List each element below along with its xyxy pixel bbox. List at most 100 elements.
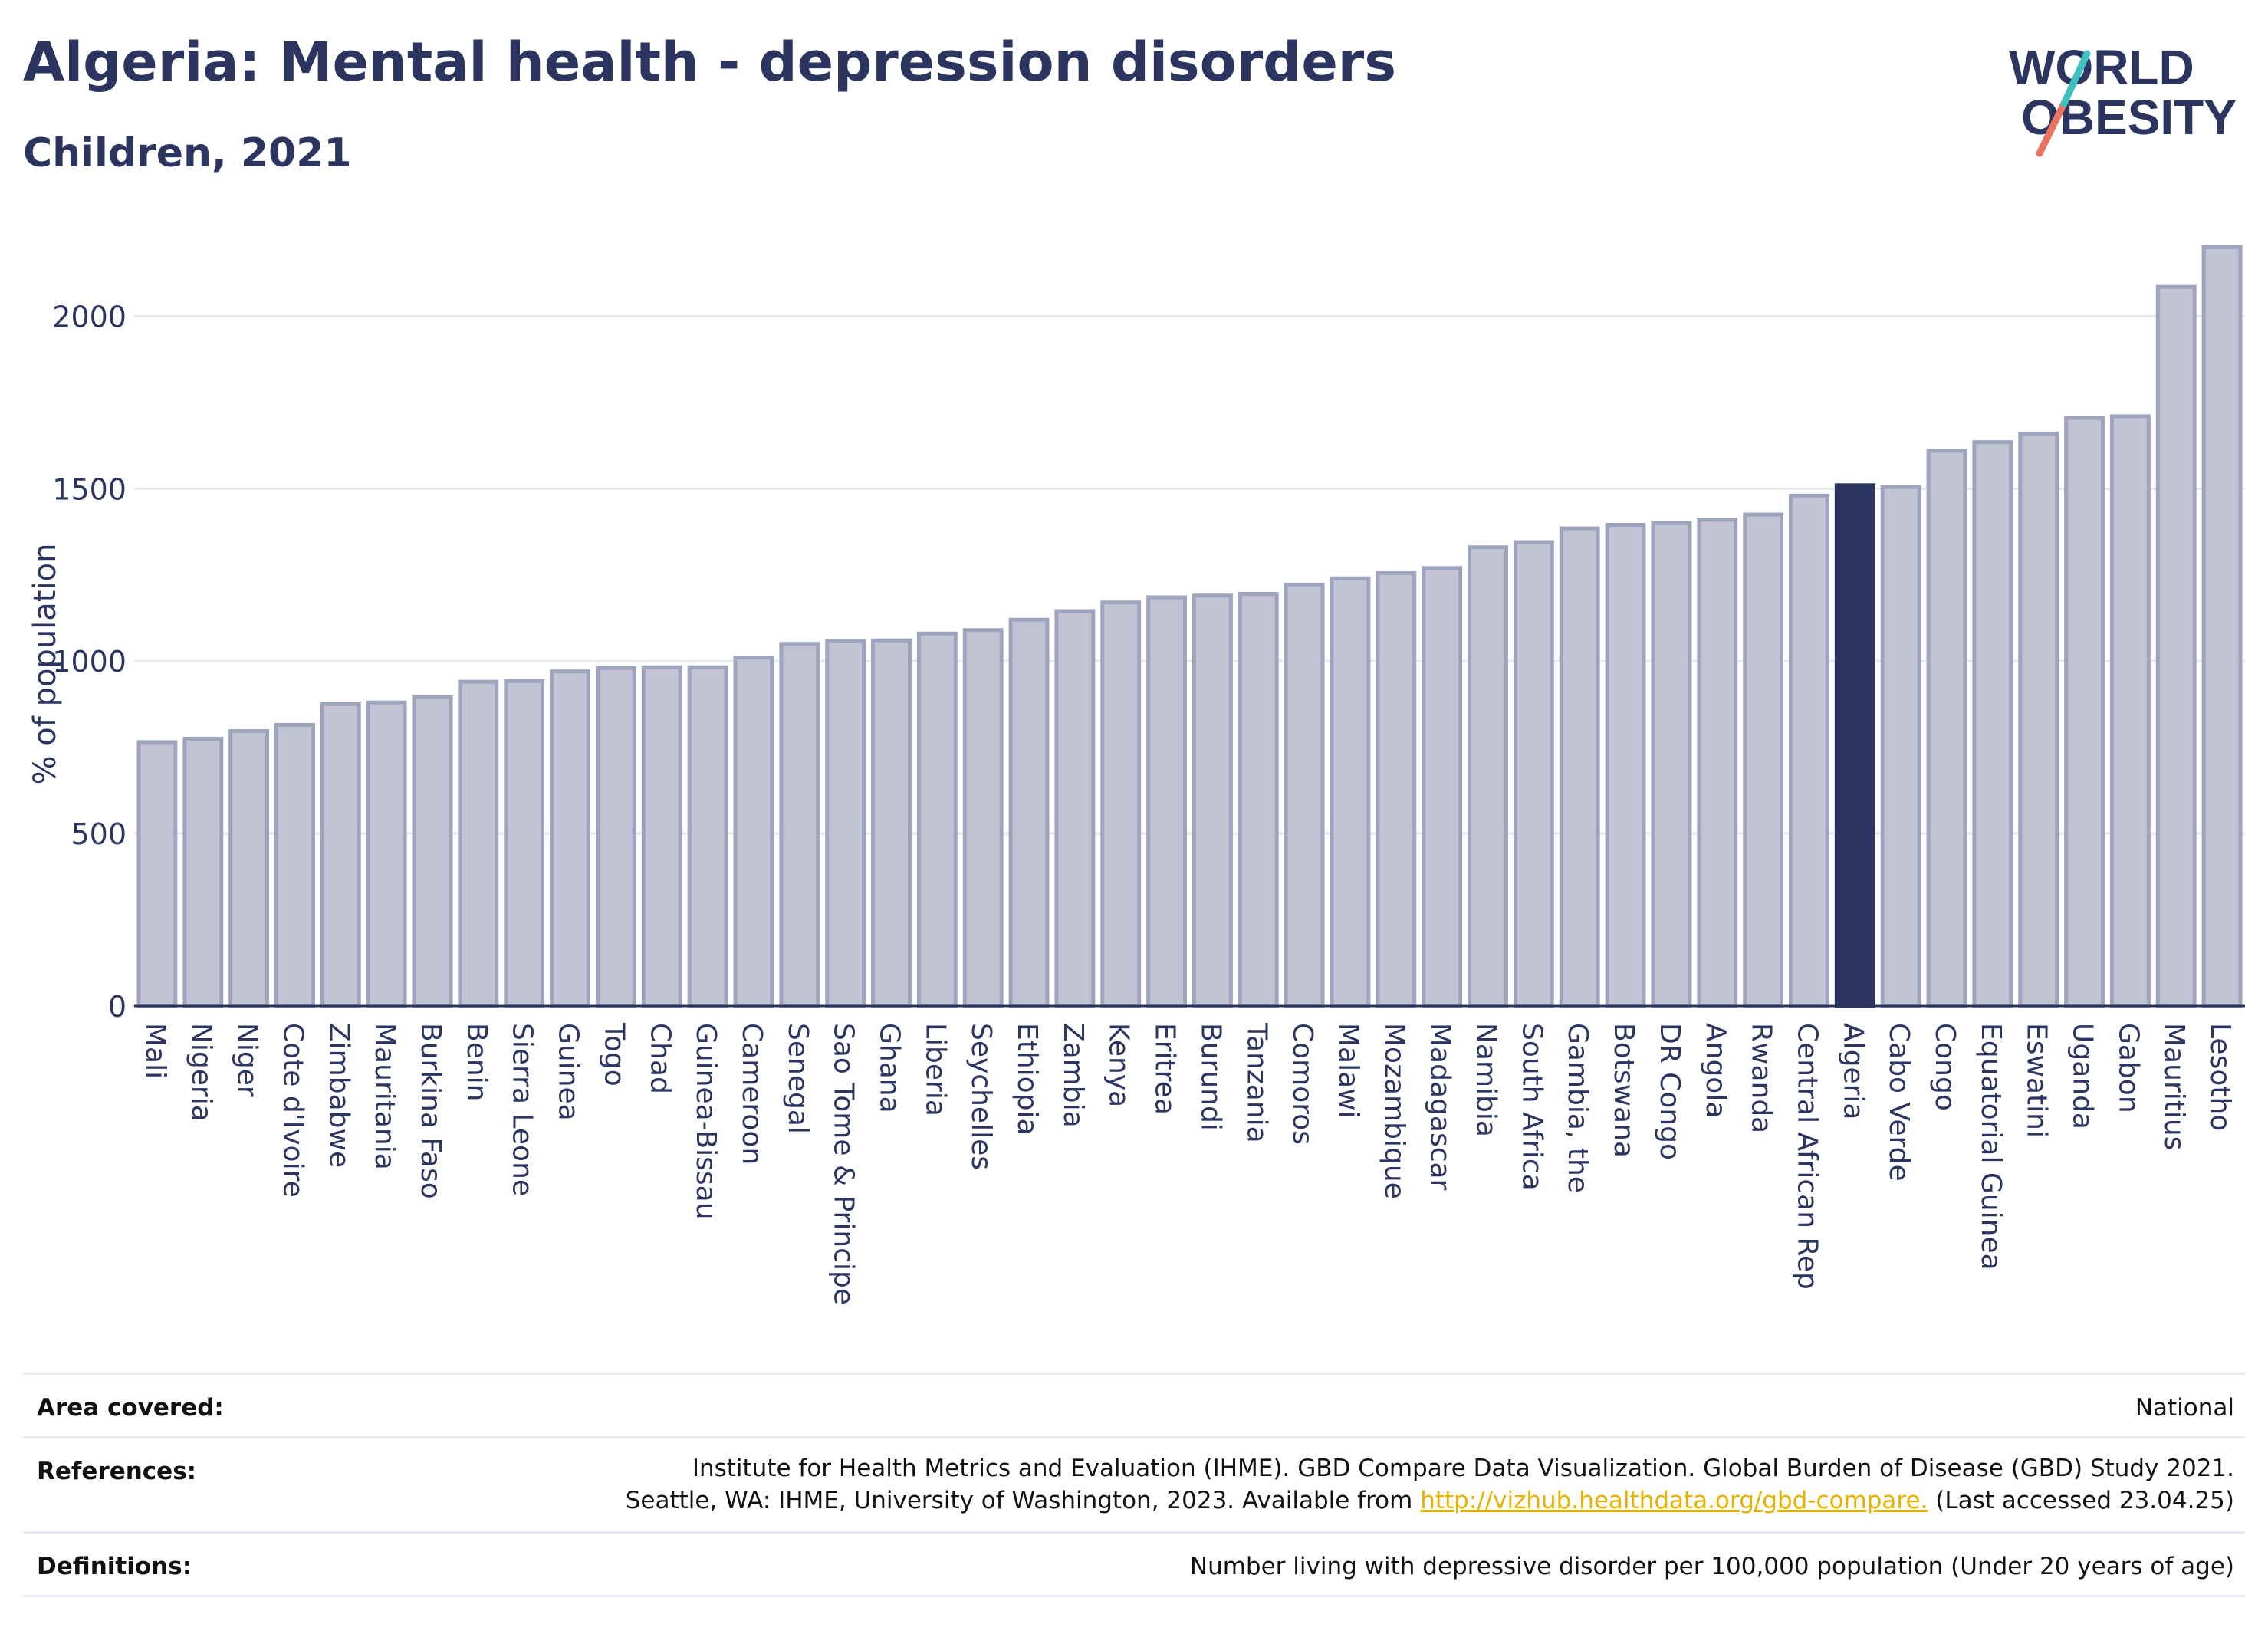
y-tick-label: 1000 <box>52 645 127 679</box>
bar <box>825 639 866 1008</box>
bar <box>1284 582 1325 1008</box>
bar <box>733 656 774 1008</box>
bar-highlight <box>1834 483 1875 1008</box>
bar <box>228 729 270 1008</box>
logo-text-world: WORLD <box>2009 40 2194 95</box>
x-tick-label: Chad <box>644 1023 675 1094</box>
x-tick-label: Kenya <box>1103 1023 1135 1107</box>
x-tick-label: Central African Rep <box>1791 1023 1823 1290</box>
references-line-2-post: (Last accessed 23.04.25) <box>1928 1487 2234 1514</box>
footer-references-row: References: Institute for Health Metrics… <box>23 1436 2245 1514</box>
references-link[interactable]: http://vizhub.healthdata.org/gbd-compare… <box>1420 1487 1928 1514</box>
x-tick-label: Eritrea <box>1149 1023 1181 1115</box>
y-tick-labels: 0 500 1000 1500 2000 <box>52 300 127 1024</box>
y-tick-label: 0 <box>108 990 127 1024</box>
x-tick-label: Senegal <box>782 1023 814 1134</box>
x-tick-label: South Africa <box>1516 1023 1547 1191</box>
logo-slash-coral <box>2036 100 2068 157</box>
references-value: Institute for Health Metrics and Evaluat… <box>626 1452 2234 1517</box>
x-tick-label: Tanzania <box>1241 1022 1272 1143</box>
area-covered-label: Area covered: <box>37 1394 224 1422</box>
bar <box>274 722 315 1008</box>
bar <box>687 665 728 1008</box>
logo-slash-teal <box>2060 50 2091 107</box>
definitions-label: Definitions: <box>37 1553 192 1580</box>
x-tick-label: Namibia <box>1471 1023 1502 1137</box>
x-tick-label: Rwanda <box>1746 1023 1777 1133</box>
x-tick-label: Niger <box>232 1023 263 1097</box>
x-tick-label: Mauritania <box>369 1023 400 1170</box>
x-tick-label: Zambia <box>1057 1023 1089 1128</box>
bar <box>1146 595 1188 1008</box>
x-tick-label: Gabon <box>2112 1023 2144 1113</box>
y-axis-label: % of population <box>28 544 63 785</box>
bar-chart: 0 500 1000 1500 2000 Mali Nigeria Niger Cote d'… <box>28 245 2245 1305</box>
x-tick-label: Equatorial Guinea <box>1975 1023 2007 1271</box>
x-tick-label: Angola <box>1700 1023 1731 1118</box>
x-tick-label: Nigeria <box>186 1023 217 1122</box>
bar <box>2018 431 2059 1008</box>
x-tick-label: Gambia, the <box>1562 1023 1593 1193</box>
x-tick-label: Botswana <box>1608 1023 1639 1158</box>
x-tick-label: Cote d'Ivoire <box>277 1023 308 1198</box>
bar <box>2109 414 2151 1008</box>
x-tick-label: Congo <box>1929 1023 1961 1111</box>
x-tick-label: Guinea <box>553 1023 584 1121</box>
bar <box>1100 600 1142 1008</box>
y-tick-label: 1500 <box>52 472 127 506</box>
x-tick-label: Cameroon <box>736 1023 768 1165</box>
x-tick-label: Uganda <box>2067 1023 2099 1129</box>
x-tick-label: Malawi <box>1333 1023 1364 1119</box>
bar <box>1880 485 1921 1008</box>
bar <box>1192 593 1233 1008</box>
footer-area-row: Area covered: National <box>23 1373 2245 1422</box>
references-line-1: Institute for Health Metrics and Evaluat… <box>692 1455 2234 1482</box>
bar <box>2201 245 2243 1008</box>
bar <box>504 679 545 1008</box>
world-obesity-logo: WORLD OBESITY <box>2009 40 2237 157</box>
x-tick-label: Eswatini <box>2021 1023 2053 1138</box>
bar <box>458 679 499 1008</box>
bar <box>779 642 820 1008</box>
bar <box>1054 609 1096 1008</box>
chart-title: Algeria: Mental health - depression diso… <box>23 31 1396 94</box>
x-tick-label: Sierra Leone <box>507 1023 538 1196</box>
bar <box>1651 521 1692 1008</box>
area-covered-value: National <box>2135 1394 2234 1422</box>
bar <box>182 736 224 1008</box>
x-tick-labels: Mali Nigeria Niger Cote d'Ivoire Zimbabwe Mau… <box>140 1022 2236 1305</box>
chart-subtitle: Children, 2021 <box>23 130 352 176</box>
bars-layer <box>136 245 2243 1008</box>
x-tick-label: Ethiopia <box>1011 1023 1043 1136</box>
bar <box>1926 449 1967 1008</box>
x-tick-label: Lesotho <box>2204 1023 2236 1131</box>
bar <box>1789 493 1829 1008</box>
bar <box>1422 566 1463 1008</box>
references-line-2-pre: Seattle, WA: IHME, University of Washing… <box>625 1487 1421 1514</box>
x-tick-label: Mauritius <box>2158 1023 2190 1150</box>
bar <box>641 665 682 1008</box>
bar <box>1743 512 1784 1008</box>
bar <box>2064 416 2105 1008</box>
x-tick-label: Seychelles <box>965 1023 997 1170</box>
bar <box>871 638 912 1008</box>
bar <box>366 700 407 1008</box>
bar <box>1008 617 1050 1008</box>
x-tick-label: Algeria <box>1837 1023 1869 1120</box>
y-tick-label: 2000 <box>52 300 127 334</box>
bar <box>916 631 958 1008</box>
bar <box>1697 518 1738 1008</box>
x-tick-label: Zimbabwe <box>323 1023 354 1168</box>
footer-bottom-rule <box>23 1595 2245 1597</box>
x-tick-label: Burkina Faso <box>415 1023 446 1199</box>
bar <box>1468 545 1508 1008</box>
bar <box>412 695 453 1008</box>
y-tick-label: 500 <box>71 817 127 851</box>
bar <box>1605 523 1646 1008</box>
bar <box>595 666 636 1008</box>
x-tick-label: Comoros <box>1287 1023 1318 1145</box>
x-tick-label: Madagascar <box>1425 1023 1456 1191</box>
x-tick-label: Burundi <box>1195 1023 1226 1131</box>
x-tick-label: Liberia <box>919 1023 951 1116</box>
x-tick-label: Mozambique <box>1379 1023 1410 1199</box>
